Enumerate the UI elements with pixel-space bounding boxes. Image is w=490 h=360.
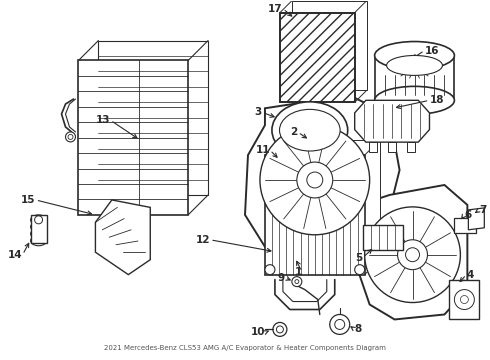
Text: 18: 18	[429, 95, 444, 105]
Text: 4: 4	[466, 270, 474, 280]
Bar	[363, 225, 403, 250]
Circle shape	[265, 265, 275, 275]
Circle shape	[355, 265, 365, 275]
Text: 15: 15	[21, 195, 36, 205]
Ellipse shape	[30, 222, 47, 232]
Circle shape	[335, 319, 345, 329]
Ellipse shape	[30, 229, 47, 239]
Bar	[449, 280, 479, 319]
Text: 11: 11	[255, 145, 270, 155]
Text: 17: 17	[268, 4, 283, 14]
Bar	[265, 155, 365, 275]
Circle shape	[68, 134, 73, 139]
Circle shape	[454, 289, 474, 310]
Bar	[280, 13, 355, 102]
Bar	[407, 142, 415, 152]
Circle shape	[365, 207, 461, 302]
Ellipse shape	[279, 109, 340, 151]
Text: 5: 5	[355, 253, 363, 263]
Circle shape	[292, 276, 302, 287]
Bar	[369, 142, 377, 152]
Text: 2021 Mercedes-Benz CLS53 AMG A/C Evaporator & Heater Components Diagram: 2021 Mercedes-Benz CLS53 AMG A/C Evapora…	[104, 345, 386, 351]
Bar	[454, 218, 476, 233]
Circle shape	[260, 125, 369, 235]
Bar	[388, 142, 396, 152]
Text: 2: 2	[291, 127, 298, 137]
Ellipse shape	[387, 55, 442, 75]
Circle shape	[303, 130, 313, 140]
Text: 1: 1	[294, 267, 302, 276]
Text: 3: 3	[255, 107, 262, 117]
Circle shape	[273, 323, 287, 336]
Circle shape	[298, 125, 318, 145]
Circle shape	[406, 248, 419, 262]
Polygon shape	[245, 95, 399, 260]
Text: 12: 12	[196, 235, 210, 245]
Ellipse shape	[272, 102, 348, 159]
Ellipse shape	[30, 215, 47, 225]
Text: 6: 6	[465, 210, 472, 220]
Circle shape	[307, 172, 323, 188]
Text: 16: 16	[424, 45, 439, 55]
Ellipse shape	[375, 86, 454, 114]
Polygon shape	[292, 1, 367, 90]
Circle shape	[461, 296, 468, 303]
Polygon shape	[280, 140, 380, 260]
Text: 13: 13	[96, 115, 110, 125]
Polygon shape	[98, 41, 208, 195]
Polygon shape	[355, 100, 429, 142]
Text: 14: 14	[8, 250, 23, 260]
Circle shape	[330, 315, 350, 334]
Text: 7: 7	[479, 205, 487, 215]
Bar	[280, 13, 355, 102]
Text: 10: 10	[250, 327, 265, 337]
Polygon shape	[30, 215, 47, 243]
Circle shape	[35, 216, 43, 224]
Circle shape	[66, 132, 75, 142]
Polygon shape	[358, 185, 467, 319]
Circle shape	[276, 326, 283, 333]
Bar	[78, 60, 188, 215]
Text: 8: 8	[355, 324, 362, 334]
Text: 9: 9	[278, 273, 285, 283]
Circle shape	[397, 240, 427, 270]
Circle shape	[297, 162, 333, 198]
Polygon shape	[96, 200, 150, 275]
Circle shape	[290, 117, 326, 153]
Ellipse shape	[375, 41, 454, 69]
Circle shape	[295, 280, 299, 284]
Polygon shape	[468, 208, 484, 230]
Ellipse shape	[30, 236, 47, 246]
Circle shape	[410, 62, 419, 72]
